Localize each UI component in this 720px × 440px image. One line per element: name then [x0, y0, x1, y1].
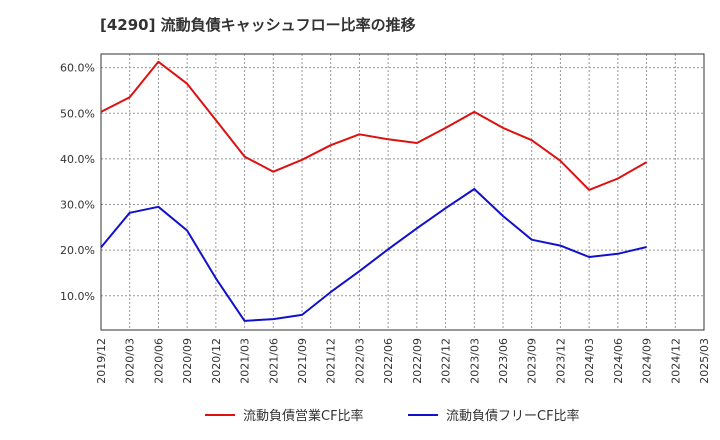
x-tick-label: 2022/09: [411, 338, 424, 384]
x-tick-label: 2024/03: [583, 338, 596, 384]
legend-label-2: 流動負債フリーCF比率: [446, 408, 580, 424]
y-tick-label: 60.0%: [60, 62, 95, 75]
x-tick-label: 2020/06: [152, 338, 165, 384]
x-tick-label: 2023/06: [497, 338, 510, 384]
x-tick-label: 2021/06: [267, 338, 280, 384]
x-tick-label: 2021/12: [325, 338, 338, 384]
plot-area: [101, 54, 704, 330]
x-tick-label: 2020/03: [124, 338, 137, 384]
y-tick-label: 20.0%: [60, 244, 95, 257]
x-tick-label: 2020/09: [181, 338, 194, 384]
x-tick-label: 2019/12: [95, 338, 108, 384]
x-tick-label: 2022/06: [382, 338, 395, 384]
x-tick-label: 2023/03: [468, 338, 481, 384]
x-tick-label: 2025/03: [698, 338, 711, 384]
x-tick-label: 2021/03: [239, 338, 252, 384]
x-tick-label: 2024/06: [612, 338, 625, 384]
series-line-1: [100, 60, 648, 191]
chart-title: [4290] 流動負債キャッシュフロー比率の推移: [100, 16, 416, 34]
x-tick-label: 2023/09: [526, 338, 539, 384]
y-tick-label: 30.0%: [60, 199, 95, 212]
x-tick-label: 2022/03: [353, 338, 366, 384]
series-line-2: [100, 188, 647, 322]
x-tick-label: 2020/12: [210, 338, 223, 384]
y-tick-label: 40.0%: [60, 153, 95, 166]
x-tick-label: 2021/09: [296, 338, 309, 384]
legend-label-1: 流動負債営業CF比率: [243, 408, 364, 424]
x-tick-label: 2024/09: [641, 338, 654, 384]
x-tick-label: 2024/12: [669, 338, 682, 384]
y-tick-label: 50.0%: [60, 107, 95, 120]
y-tick-label: 10.0%: [60, 290, 95, 303]
x-tick-label: 2022/12: [440, 338, 453, 384]
plot-frame: [100, 53, 705, 331]
x-tick-label: 2023/12: [554, 338, 567, 384]
